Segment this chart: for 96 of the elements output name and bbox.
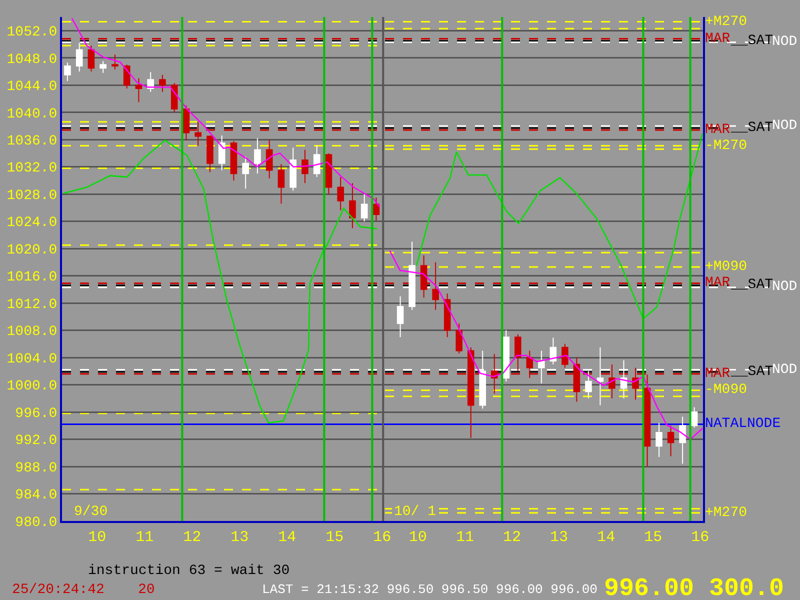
candlestick xyxy=(112,54,118,70)
text: 25/20:24:42 xyxy=(12,582,104,598)
line-series xyxy=(62,140,378,424)
candlestick xyxy=(360,194,368,222)
candlestick xyxy=(349,182,356,229)
text: 20 xyxy=(138,582,155,598)
x-tick-label: 14 xyxy=(597,529,616,546)
ref-line-label: __SAT xyxy=(730,364,774,380)
candlestick xyxy=(679,416,686,464)
candlestick xyxy=(538,350,545,384)
y-tick-label: 1044.0 xyxy=(6,79,58,96)
y-tick-label: 1024.0 xyxy=(6,215,58,232)
y-tick-label: 1028.0 xyxy=(6,188,58,204)
x-tick-label: 11 xyxy=(136,529,154,546)
candlestick xyxy=(206,135,214,173)
x-tick-label: 12 xyxy=(183,529,202,546)
candlestick xyxy=(325,152,332,195)
candlestick xyxy=(550,337,557,365)
text: 996.00 300.0 xyxy=(604,574,784,600)
text: LAST = 21:15:32 996.50 996.50 996.00 996.00 xyxy=(262,582,598,597)
y-tick-label: 1016.0 xyxy=(6,270,58,286)
y-tick-label: 1020.0 xyxy=(6,242,58,258)
ref-line-label: -M270 xyxy=(705,138,748,154)
y-tick-label: 1012.0 xyxy=(6,296,58,313)
candlestick xyxy=(64,62,71,82)
candlestick xyxy=(100,60,106,74)
y-tick-label: 980.0 xyxy=(15,514,58,531)
ref-line-label: MAR xyxy=(705,31,731,47)
candlestick xyxy=(242,156,249,190)
candlestick xyxy=(444,293,451,338)
x-tick-label: 10 xyxy=(408,529,427,546)
candlestick xyxy=(123,64,130,90)
x-tick-label: 13 xyxy=(550,529,568,546)
candlestick xyxy=(159,74,166,92)
annotation: 9/30 xyxy=(72,504,110,520)
x-tick-label: 15 xyxy=(644,529,662,546)
y-tick-label: 1048.0 xyxy=(6,52,58,68)
candlestick xyxy=(76,42,83,72)
y-tick-label: 1052.0 xyxy=(6,24,58,41)
candlestick xyxy=(644,374,651,468)
ref-line-label: __SAT xyxy=(730,277,774,293)
text: instruction 63 = wait 30 xyxy=(88,563,290,579)
x-tick-label: 16 xyxy=(373,529,392,546)
x-tick-label: 11 xyxy=(456,529,474,546)
candlestick xyxy=(302,149,308,184)
ref-line-label: +M270 xyxy=(705,14,748,30)
y-tick-label: 1040.0 xyxy=(6,106,58,122)
ref-line-label: -M090 xyxy=(705,382,748,398)
ref-line-label: __SAT xyxy=(730,120,774,136)
candlestick xyxy=(230,140,238,181)
candlestick xyxy=(88,45,95,72)
ref-line-label: +M270 xyxy=(705,505,748,521)
y-tick-label: 992.0 xyxy=(15,433,58,450)
candlestick xyxy=(432,262,439,310)
x-tick-label: 12 xyxy=(503,529,522,546)
candlestick xyxy=(278,164,285,204)
x-tick-label: 13 xyxy=(230,529,249,546)
y-tick-label: 988.0 xyxy=(15,460,58,476)
candlestick xyxy=(266,139,273,179)
ref-line-label: MAR xyxy=(705,366,731,382)
candlestick xyxy=(313,145,320,178)
ref-line-label: MAR xyxy=(705,122,731,138)
candlestick xyxy=(667,425,674,457)
ref-line-label: __SAT xyxy=(730,33,774,49)
ref-line-label: NOD xyxy=(772,34,798,50)
y-tick-label: 1004.0 xyxy=(6,351,58,368)
x-tick-label: 10 xyxy=(88,529,106,546)
ref-line-label: NOD xyxy=(772,118,798,134)
candlestick xyxy=(562,343,568,368)
x-tick-label: 15 xyxy=(326,529,344,546)
ref-line-label: MAR xyxy=(705,275,731,291)
candlestick xyxy=(135,78,142,103)
x-tick-label: 16 xyxy=(691,529,710,546)
candlestick xyxy=(337,176,344,211)
x-tick-label: 14 xyxy=(278,529,296,546)
ref-line-label: NOD xyxy=(772,279,798,295)
annotation: 10/ 1 xyxy=(392,504,438,520)
candlestick xyxy=(656,422,662,458)
ref-line-label: NATALNODE xyxy=(705,416,781,432)
line-series xyxy=(71,18,380,208)
candlestick xyxy=(170,82,178,113)
ref-line-label: +M090 xyxy=(705,259,748,275)
y-tick-label: 1032.0 xyxy=(6,160,58,177)
candlestick xyxy=(396,296,404,338)
candlestick xyxy=(290,147,296,192)
candlestick xyxy=(254,138,261,174)
candlestick xyxy=(514,334,522,372)
y-tick-label: 1008.0 xyxy=(6,324,58,340)
y-tick-label: 1000.0 xyxy=(6,378,58,395)
candlestick xyxy=(218,135,226,171)
candlestick xyxy=(372,196,380,222)
y-tick-label: 984.0 xyxy=(15,488,58,504)
candlestick xyxy=(456,322,462,354)
ref-line-label: NOD xyxy=(772,362,798,378)
y-tick-label: 1036.0 xyxy=(6,133,58,150)
y-tick-label: 996.0 xyxy=(15,406,58,422)
